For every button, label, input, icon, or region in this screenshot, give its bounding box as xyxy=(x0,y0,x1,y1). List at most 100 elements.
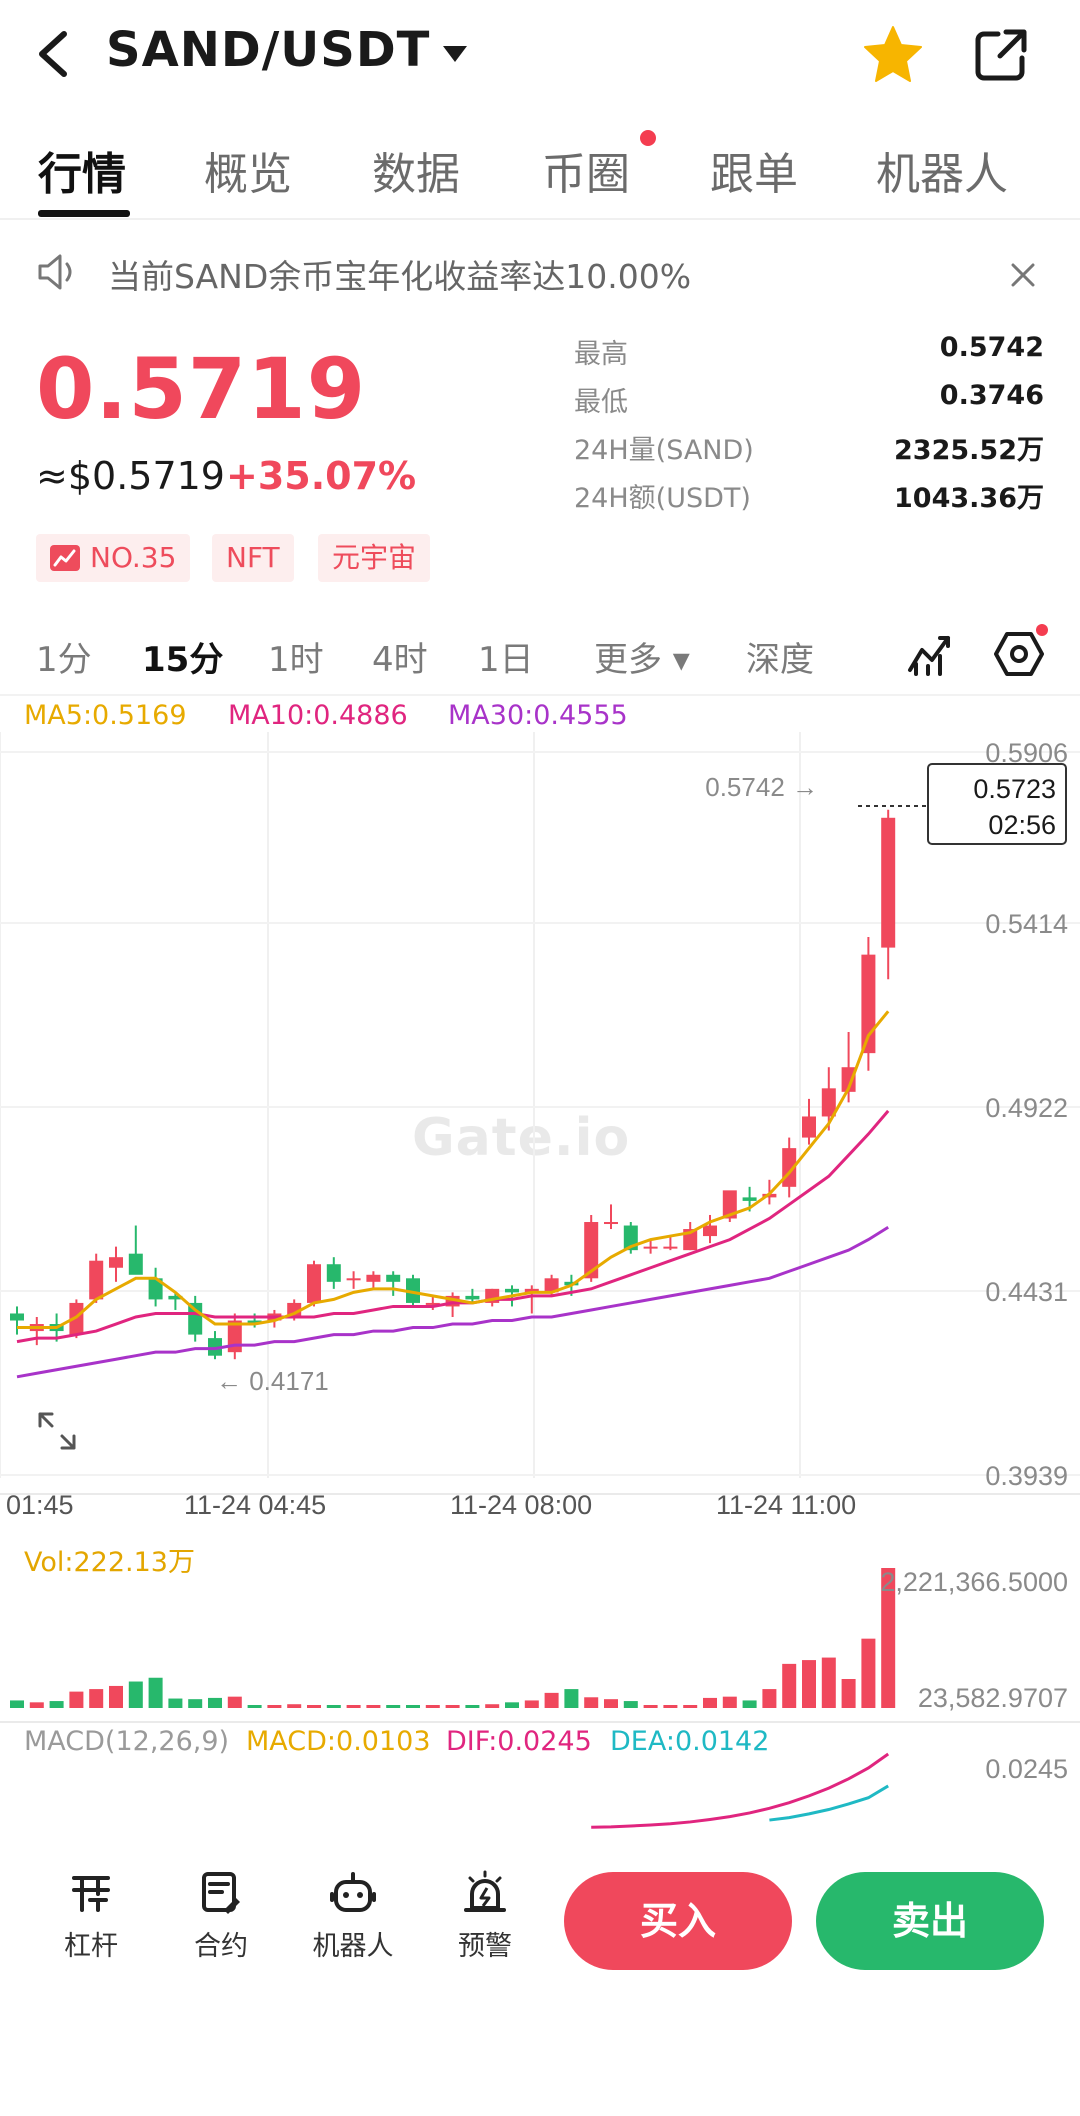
interval-15m[interactable]: 15分 xyxy=(142,640,224,680)
nft-tag[interactable]: NFT xyxy=(212,534,294,582)
interval-1m[interactable]: 1分 xyxy=(36,640,92,680)
stat-low-value: 0.3746 xyxy=(939,380,1044,411)
tab-notification-dot xyxy=(640,130,656,146)
contract-label: 合约 xyxy=(194,1931,248,1962)
candle-body xyxy=(742,1197,757,1201)
volume-bar xyxy=(623,1701,638,1708)
stat-volume-value: 2325.52万 xyxy=(894,435,1044,466)
dea-value: DEA:0.0142 xyxy=(610,1726,770,1757)
volume-bar xyxy=(89,1689,104,1708)
metaverse-tag[interactable]: 元宇宙 xyxy=(318,534,431,582)
macd-axis-max: 0.0245 xyxy=(985,1754,1068,1784)
sell-button[interactable]: 卖出 xyxy=(816,1872,1044,1970)
contract-tool[interactable]: 合约 xyxy=(166,1870,276,1963)
candle-body xyxy=(148,1278,163,1300)
candle-body xyxy=(643,1246,658,1249)
volume-bar xyxy=(782,1663,797,1708)
interval-more-dropdown[interactable]: 更多 ▾ xyxy=(594,640,690,680)
header-bar: SAND/USDT xyxy=(0,0,1080,108)
candle-body xyxy=(584,1222,599,1279)
close-icon[interactable] xyxy=(1008,260,1038,290)
time-axis-label: 11-24 11:00 xyxy=(716,1490,856,1520)
price-axis-label: 0.4922 xyxy=(985,1093,1068,1123)
favorite-star-icon[interactable] xyxy=(862,24,924,84)
settings-notification-dot xyxy=(1036,624,1048,636)
tab-market[interactable]: 行情 xyxy=(38,149,126,200)
candle-body xyxy=(881,817,896,948)
volume-bar xyxy=(683,1705,698,1708)
low-price-marker: ← 0.4171 xyxy=(216,1366,329,1396)
tab-bots[interactable]: 机器人 xyxy=(876,149,1008,200)
tab-data[interactable]: 数据 xyxy=(372,149,460,200)
candle-body xyxy=(406,1278,420,1303)
usd-price: ≈$0.5719 xyxy=(36,454,225,498)
interval-4h[interactable]: 4时 xyxy=(372,640,428,680)
leverage-tool[interactable]: 杠杆 xyxy=(36,1870,146,1963)
volume-bar xyxy=(802,1660,816,1708)
stat-turnover-label: 24H额(USDT) xyxy=(574,483,751,514)
candle-body xyxy=(445,1295,460,1307)
candle-body xyxy=(505,1288,519,1293)
volume-bar xyxy=(584,1697,599,1708)
candle-body xyxy=(861,954,876,1054)
interval-selector: 1分 15分 1时 4时 1日 更多 ▾ 深度 xyxy=(0,620,1080,696)
volume-bar xyxy=(821,1657,836,1708)
candle-body xyxy=(524,1288,539,1293)
volume-bar xyxy=(841,1679,856,1708)
volume-axis-max: 2,221,366.5000 xyxy=(880,1567,1068,1597)
time-axis-label: 01:45 xyxy=(6,1490,74,1520)
back-arrow-icon[interactable] xyxy=(30,26,78,82)
volume-bar xyxy=(505,1702,519,1708)
interval-1d[interactable]: 1日 xyxy=(478,640,534,680)
volume-bar xyxy=(406,1705,420,1708)
macd-value: MACD:0.0103 xyxy=(246,1726,431,1757)
candle-body xyxy=(346,1278,361,1281)
share-icon[interactable] xyxy=(972,26,1030,84)
volume-bar xyxy=(109,1685,123,1708)
alarm-label: 预警 xyxy=(458,1931,512,1962)
volume-bar xyxy=(287,1704,302,1708)
candle-body xyxy=(208,1338,222,1356)
buy-button[interactable]: 买入 xyxy=(564,1872,792,1970)
tab-overview[interactable]: 概览 xyxy=(204,149,292,200)
candle-body xyxy=(821,1088,836,1117)
candle-body xyxy=(802,1116,816,1138)
volume-bar xyxy=(544,1692,559,1708)
dea-line xyxy=(769,1784,889,1822)
contract-icon xyxy=(202,1872,240,1914)
stat-low-label: 最低 xyxy=(574,387,628,418)
indicator-icon[interactable] xyxy=(906,630,954,676)
pair-title[interactable]: SAND/USDT xyxy=(106,22,431,78)
notice-banner[interactable]: 当前SAND余币宝年化收益率达10.00% xyxy=(0,246,1080,306)
volume-bar xyxy=(227,1696,242,1708)
volume-axis-min: 23,582.9707 xyxy=(918,1683,1068,1713)
volume-bar xyxy=(49,1701,64,1708)
volume-bar xyxy=(861,1638,876,1708)
chart-settings-icon[interactable] xyxy=(994,630,1044,678)
pair-dropdown-icon[interactable] xyxy=(442,44,468,64)
dif-line xyxy=(591,1752,890,1829)
volume-bar xyxy=(69,1691,84,1708)
tab-community[interactable]: 币圈 xyxy=(542,149,630,200)
volume-bar xyxy=(643,1705,658,1708)
alarm-tool[interactable]: 预警 xyxy=(430,1870,540,1963)
candle-body xyxy=(188,1302,203,1335)
volume-bar xyxy=(742,1700,757,1708)
robot-label: 机器人 xyxy=(312,1931,394,1962)
tab-copy-trading[interactable]: 跟单 xyxy=(710,149,798,200)
candle-body xyxy=(128,1253,143,1275)
depth-tab[interactable]: 深度 xyxy=(746,640,814,680)
ma10-legend: MA10:0.4886 xyxy=(228,700,408,731)
interval-1h[interactable]: 1时 xyxy=(268,640,324,680)
robot-tool[interactable]: 机器人 xyxy=(298,1870,408,1963)
ma5-line xyxy=(17,1010,890,1330)
fullscreen-expand-icon[interactable] xyxy=(36,1410,78,1452)
volume-bar xyxy=(663,1705,678,1708)
candle-body xyxy=(386,1274,401,1282)
rank-chart-icon xyxy=(50,545,80,571)
leverage-icon xyxy=(72,1876,110,1912)
rank-tag[interactable]: NO.35 xyxy=(36,534,191,582)
stat-high-label: 最高 xyxy=(574,339,628,370)
volume-bar xyxy=(307,1705,321,1708)
